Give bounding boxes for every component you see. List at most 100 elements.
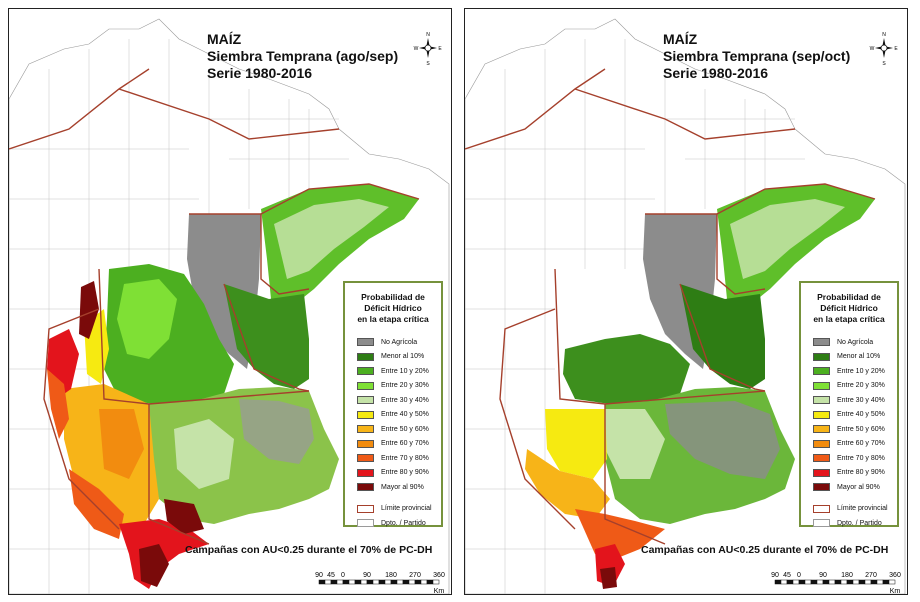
legend-label: Dpto. / Partido [837, 519, 882, 527]
legend-swatch [813, 468, 830, 477]
legend-swatch [357, 439, 374, 448]
legend-label: Entre 30 y 40% [381, 396, 429, 404]
scale-segment [822, 579, 830, 585]
scale-segment [834, 579, 842, 585]
svg-text:N: N [426, 32, 430, 38]
legend-item: Entre 50 y 60% [813, 422, 897, 437]
scale-segment [876, 579, 884, 585]
legend-item: Menor al 10% [357, 350, 441, 365]
zone-central-dark [680, 284, 765, 389]
legend-item: No Agrícola [813, 335, 897, 350]
scale-tick-label: 360 [433, 572, 445, 579]
scale-segment [804, 579, 812, 585]
legend-swatch [357, 519, 374, 528]
map-title: MAÍZ Siembra Temprana (sep/oct) Serie 19… [663, 31, 850, 82]
scale-segment [846, 579, 854, 585]
scale-tick-label: 180 [385, 572, 397, 579]
zone-pampas-gray [239, 399, 314, 464]
legend-label: Entre 50 y 60% [837, 425, 885, 433]
compass-rose-icon: N W E S [870, 32, 899, 67]
legend-swatch [813, 425, 830, 434]
scale-segment [324, 579, 332, 585]
legend-label: Entre 60 y 70% [381, 440, 429, 448]
zone-far-west-darkred [79, 281, 99, 339]
scale-segment [840, 579, 848, 585]
legend-item: Entre 40 y 50% [357, 408, 441, 423]
legend-label: Dpto. / Partido [381, 519, 426, 527]
legend-item: Entre 80 y 90% [813, 466, 897, 481]
legend-item: Entre 20 y 30% [813, 379, 897, 394]
legend-label: Entre 20 y 30% [381, 382, 429, 390]
legend-swatch [813, 381, 830, 390]
legend-label: Límite provincial [837, 505, 888, 513]
legend-swatch [357, 396, 374, 405]
legend-swatch [813, 504, 830, 513]
scale-segment [780, 579, 788, 585]
scale-tick-label: 0 [341, 572, 345, 579]
zone-pampas-light [174, 419, 234, 489]
legend-swatch [813, 338, 830, 347]
zone-central-dark [224, 284, 309, 389]
map-panel-early-sepoct: MAÍZ Siembra Temprana (sep/oct) Serie 19… [464, 8, 908, 595]
legend-item: Mayor al 90% [813, 480, 897, 495]
scale-segment [318, 579, 326, 585]
legend-item: Entre 20 y 30% [357, 379, 441, 394]
legend-swatch [357, 352, 374, 361]
zone-pampas-light [605, 409, 665, 479]
legend-swatch [357, 367, 374, 376]
scale-unit: Km [434, 588, 445, 595]
scale-segment [402, 579, 410, 585]
legend-swatch [357, 468, 374, 477]
zone-pampas-gray [665, 401, 780, 479]
legend-label: No Agrícola [381, 338, 418, 346]
title-series: Serie 1980-2016 [207, 65, 313, 81]
legend-label: Entre 80 y 90% [381, 469, 429, 477]
svg-text:W: W [414, 46, 419, 52]
provincial-boundaries [9, 68, 420, 545]
map-area [465, 18, 906, 594]
provincial-boundaries [465, 68, 876, 545]
scale-tick-label: 180 [841, 572, 853, 579]
legend-label: Entre 30 y 40% [837, 396, 885, 404]
legend-label: Entre 10 y 20% [837, 367, 885, 375]
legend-swatch [813, 483, 830, 492]
scale-tick-label: 0 [797, 572, 801, 579]
scale-segment [858, 579, 866, 585]
legend-item: Entre 30 y 40% [357, 393, 441, 408]
legend-item: Entre 70 y 80% [813, 451, 897, 466]
scale-segment [810, 579, 818, 585]
scale-segment [426, 579, 434, 585]
scale-tick-label: 90 [315, 572, 323, 579]
svg-text:N: N [882, 32, 886, 38]
zone-south-darkred [139, 544, 169, 587]
legend-item: Dpto. / Partido [813, 516, 897, 531]
scale-segment [798, 579, 806, 585]
zone-south-redorange [575, 509, 665, 559]
legend-swatch [813, 410, 830, 419]
scale-segment [432, 579, 440, 585]
legend-label: Entre 70 y 80% [381, 454, 429, 462]
map-panel-early-agosep: MAÍZ Siembra Temprana (ago/sep) Serie 19… [8, 8, 452, 595]
legend-label: Menor al 10% [837, 353, 881, 361]
legend-swatch [813, 396, 830, 405]
legend-item: Mayor al 90% [357, 480, 441, 495]
zone-west-orange [525, 449, 610, 519]
zone-far-west-orange [47, 369, 69, 439]
title-crop: MAÍZ [663, 31, 698, 47]
scale-segment [366, 579, 374, 585]
zone-west-green [563, 334, 690, 404]
legend-item: Entre 10 y 20% [357, 364, 441, 379]
scale-segment [354, 579, 362, 585]
title-crop: MAÍZ [207, 31, 242, 47]
legend-label: Entre 70 y 80% [837, 454, 885, 462]
legend-swatch [357, 504, 374, 513]
legend-item: Entre 60 y 70% [357, 437, 441, 452]
legend-swatch [813, 352, 830, 361]
scale-segment [888, 579, 896, 585]
legend-item: Entre 50 y 60% [357, 422, 441, 437]
legend-title: Probabilidad de Déficit Hídrico en la et… [357, 292, 429, 324]
svg-text:W: W [870, 46, 875, 52]
legend-label: Entre 20 y 30% [837, 382, 885, 390]
scale-segment [864, 579, 872, 585]
zone-south-darkred [600, 567, 617, 589]
